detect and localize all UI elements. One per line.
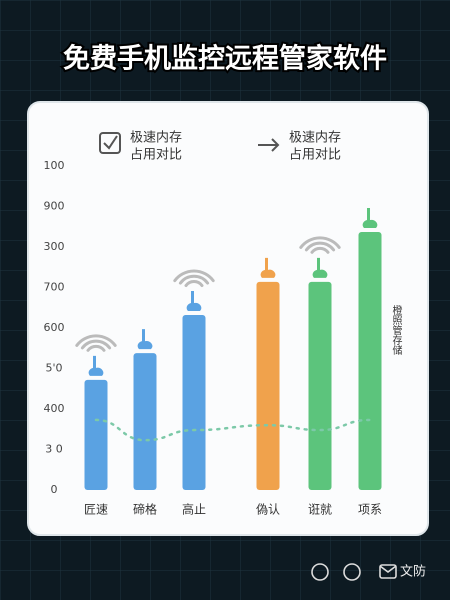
annotation: 橙照管存储 (390, 304, 402, 356)
legend-label: 极速内存 (130, 130, 182, 146)
mail-icon (379, 564, 397, 579)
wifi-icon (184, 280, 204, 288)
bar-icon (312, 257, 328, 278)
wifi-icon (86, 344, 106, 352)
footer-icons (311, 563, 397, 581)
bar-icon (260, 257, 276, 278)
x-tick-label: 高止 (182, 502, 206, 517)
wifi-icon (178, 274, 210, 285)
y-tick-label: 5'0 (45, 362, 62, 375)
y-tick-label: 600 (44, 321, 65, 334)
wifi-icon (173, 269, 215, 283)
x-tick-label: 诳就 (308, 503, 332, 517)
y-tick-label: 0 (51, 483, 58, 496)
bar-icon (137, 329, 153, 350)
bar (256, 281, 280, 490)
legend-label: 占用对比 (289, 148, 341, 163)
wifi-icon (299, 236, 341, 249)
legend-checkbox (99, 132, 121, 154)
footer-label: 文防 (400, 564, 426, 580)
x-tick-label: 偽认 (256, 503, 280, 517)
wifi-icon (80, 339, 112, 350)
y-tick-label: 900 (44, 200, 65, 213)
bar-icon (88, 355, 104, 376)
trend-line (94, 418, 372, 442)
y-tick-label: 400 (44, 402, 65, 415)
wifi-icon (310, 246, 330, 254)
legend-arrow (258, 138, 280, 152)
x-tick-label: 碲格 (133, 502, 157, 517)
bar (182, 315, 206, 490)
bar (84, 379, 108, 490)
chart-title: 免费手机监控远程管家软件 (63, 43, 387, 75)
bar (358, 232, 382, 490)
bar-icon (362, 208, 378, 229)
chat-icon (311, 563, 329, 581)
y-tick-label: 700 (44, 281, 65, 294)
legend-check (103, 135, 118, 150)
bar (308, 281, 332, 490)
y-tick-label: 3 0 (45, 443, 63, 456)
smile-icon (343, 563, 361, 581)
x-tick-label: 项系 (358, 503, 382, 517)
bar (133, 353, 157, 490)
x-tick-label: 匠速 (84, 503, 108, 517)
wifi-icon (304, 241, 336, 252)
bar-icon (186, 291, 202, 312)
y-tick-label: 300 (44, 240, 65, 253)
legend-label: 极速内存 (289, 130, 341, 146)
mail-flap (379, 565, 397, 573)
wifi-icon (75, 334, 117, 347)
y-tick-label: 100 (44, 159, 65, 172)
legend-label: 占用对比 (130, 148, 182, 163)
